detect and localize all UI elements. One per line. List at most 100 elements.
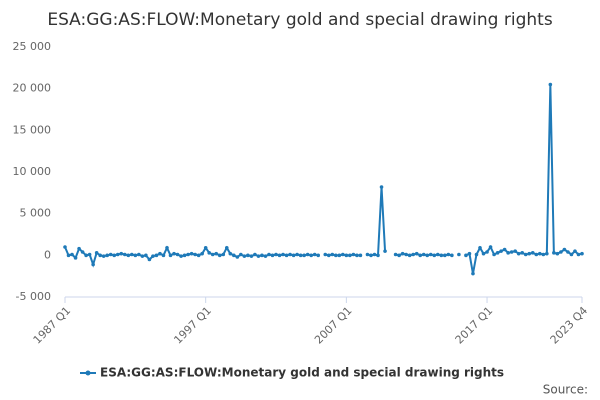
point	[404, 252, 408, 257]
point	[119, 251, 124, 256]
point	[214, 251, 219, 256]
point	[411, 252, 415, 257]
point	[376, 253, 380, 258]
point	[133, 253, 138, 258]
point	[443, 253, 447, 258]
point	[73, 256, 78, 260]
point	[186, 252, 190, 257]
point	[379, 185, 384, 189]
point	[464, 253, 468, 258]
y-tick-label: 25 000	[13, 40, 52, 53]
point	[520, 251, 525, 255]
y-tick-label: 10 000	[13, 165, 52, 178]
point	[228, 251, 233, 256]
point	[108, 252, 113, 257]
point	[305, 252, 310, 257]
point	[393, 252, 398, 257]
point	[516, 251, 521, 256]
point	[161, 253, 166, 258]
point	[158, 251, 162, 256]
point	[523, 252, 528, 257]
point	[513, 249, 517, 253]
point	[144, 253, 148, 258]
point	[151, 254, 155, 258]
point	[365, 252, 370, 257]
point	[189, 251, 194, 256]
point	[502, 247, 507, 252]
point	[344, 253, 349, 258]
point	[66, 253, 71, 258]
point	[137, 252, 141, 257]
point	[232, 253, 236, 258]
point	[291, 253, 296, 258]
point	[552, 251, 556, 255]
point	[224, 246, 229, 250]
point	[172, 251, 176, 256]
point	[63, 245, 67, 249]
point	[284, 253, 289, 258]
x-tick-label: 1997 Q1	[171, 304, 214, 347]
point	[527, 251, 532, 256]
point	[196, 253, 201, 258]
point	[537, 251, 542, 256]
point	[481, 251, 486, 256]
point	[270, 253, 275, 258]
y-tick-label: 15 000	[13, 123, 52, 136]
point	[576, 252, 581, 257]
point	[506, 251, 510, 255]
point	[372, 252, 377, 257]
point	[154, 253, 159, 258]
point	[130, 252, 134, 257]
point	[457, 252, 461, 257]
point	[580, 251, 584, 256]
point	[253, 252, 257, 257]
point	[242, 254, 247, 258]
point	[260, 253, 264, 258]
point	[351, 252, 356, 257]
point	[467, 251, 472, 256]
point	[414, 251, 419, 256]
y-tick-label: 5 000	[20, 207, 52, 220]
point	[298, 253, 303, 258]
point	[348, 253, 352, 258]
x-tick-label: 2017 Q1	[453, 304, 496, 347]
point	[566, 250, 570, 254]
point	[569, 252, 574, 257]
series-line	[64, 84, 583, 274]
point	[341, 252, 345, 257]
point	[432, 253, 437, 258]
point	[471, 271, 475, 276]
point	[98, 253, 102, 258]
x-tick-label: 1987 Q1	[31, 304, 74, 347]
point	[182, 253, 187, 258]
point	[203, 246, 208, 250]
y-tick-label: -5 000	[16, 290, 51, 303]
source-label: Source:	[543, 383, 588, 397]
point	[383, 249, 387, 253]
point	[165, 246, 169, 250]
point	[499, 249, 503, 253]
point	[337, 253, 342, 258]
point	[397, 253, 401, 258]
point	[281, 252, 285, 257]
point	[115, 252, 120, 257]
point	[80, 250, 85, 254]
point	[326, 253, 331, 258]
point	[334, 253, 338, 258]
point	[94, 251, 99, 255]
point	[235, 255, 240, 259]
point	[91, 262, 95, 267]
point	[87, 252, 92, 257]
chart-title: ESA:GG:AS:FLOW:Monetary gold and special…	[47, 10, 552, 30]
point	[112, 253, 117, 258]
point	[530, 251, 535, 255]
point	[358, 253, 363, 258]
point	[84, 253, 88, 258]
point	[478, 246, 482, 250]
point	[488, 245, 493, 249]
point	[355, 253, 359, 258]
point	[573, 249, 577, 253]
point	[485, 250, 489, 254]
point	[534, 252, 539, 257]
